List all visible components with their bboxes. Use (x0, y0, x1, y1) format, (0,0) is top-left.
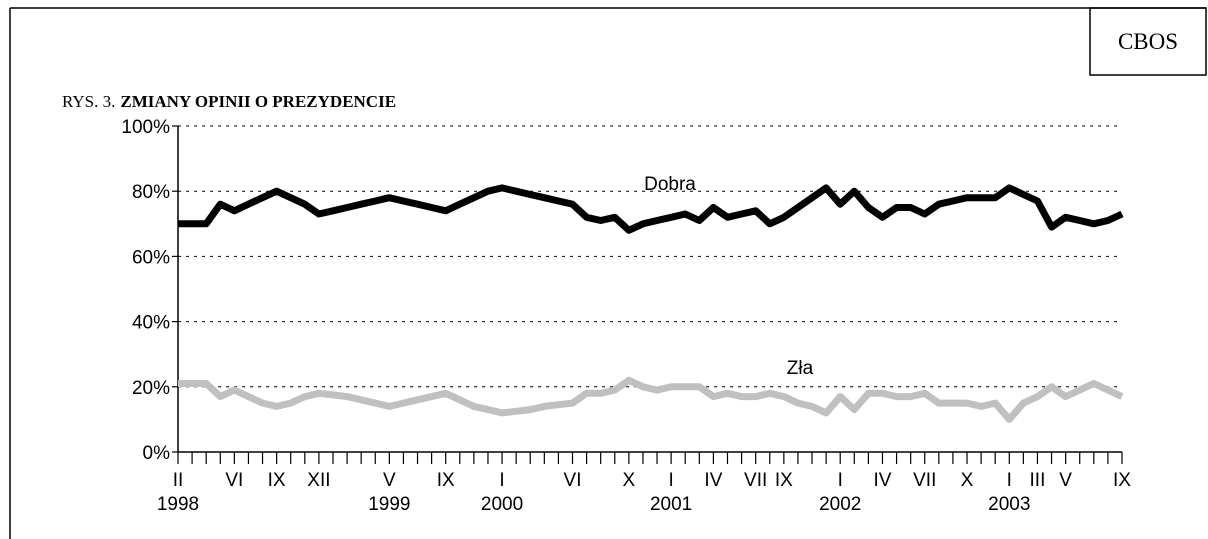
series-label: Zła (787, 358, 814, 379)
x-tick-label: VII (913, 470, 936, 491)
x-tick-label: IX (775, 470, 793, 491)
x-tick-label: XII (307, 470, 330, 491)
x-tick-label: V (1059, 470, 1072, 491)
figure-label: RYS. 3. (62, 92, 115, 111)
x-tick-label: IV (704, 470, 722, 491)
year-label: 1998 (157, 494, 199, 515)
x-tick-label: IX (268, 470, 286, 491)
year-label: 2000 (481, 494, 523, 515)
series-line (178, 376, 1124, 423)
x-tick-label: IX (437, 470, 455, 491)
x-tick-label: II (173, 470, 184, 491)
source-box (1089, 7, 1207, 76)
year-label: 1999 (368, 494, 410, 515)
y-tick-label: 20% (132, 378, 170, 399)
x-tick-label: VI (564, 470, 582, 491)
x-tick-label: VII (744, 470, 767, 491)
x-tick-label: I (668, 470, 673, 491)
x-tick-label: X (623, 470, 636, 491)
x-tick-label: I (1007, 470, 1012, 491)
x-tick-label: X (961, 470, 974, 491)
y-tick-label: 40% (132, 313, 170, 334)
x-tick-label: VI (225, 470, 243, 491)
series-line (178, 184, 1124, 234)
series-label: Dobra (644, 174, 696, 195)
year-label: 2001 (650, 494, 692, 515)
x-tick-label: IV (874, 470, 892, 491)
x-tick-label: IX (1113, 470, 1131, 491)
source: CBOS (1118, 29, 1178, 54)
y-tick-label: 0% (143, 443, 171, 464)
x-tick-label: I (499, 470, 504, 491)
x-tick-label: V (383, 470, 396, 491)
year-label: 2002 (819, 494, 861, 515)
y-tick-label: 100% (121, 117, 170, 138)
y-tick-label: 60% (132, 247, 170, 268)
x-tick-label: I (838, 470, 843, 491)
year-label: 2003 (988, 494, 1030, 515)
y-tick-label: 80% (132, 182, 170, 203)
chart-title: RYS. 3. ZMIANY OPINII O PREZYDENCIE (62, 92, 396, 111)
x-tick-label: III (1030, 470, 1046, 491)
title: ZMIANY OPINII O PREZYDENCIE (120, 92, 396, 111)
